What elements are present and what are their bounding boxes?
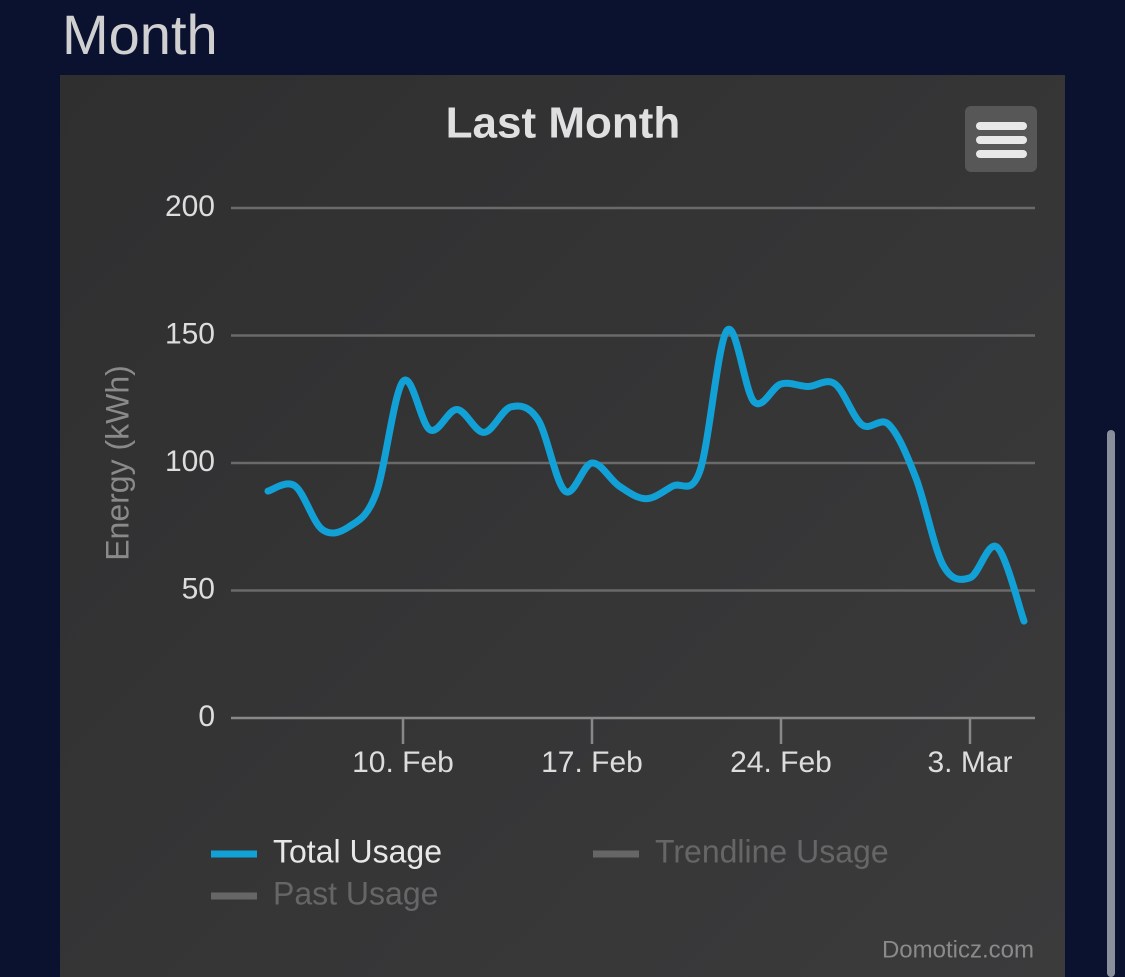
chart-title: Last Month — [446, 99, 681, 148]
scrollbar[interactable] — [1107, 430, 1115, 977]
line-series — [264, 325, 1028, 625]
menu-icon-bar — [976, 136, 1027, 144]
credit[interactable]: Domoticz.com — [882, 936, 1034, 963]
menu-icon-bar — [976, 150, 1027, 158]
x-tick-label: 3. Mar — [927, 746, 1012, 779]
x-tick-label: 24. Feb — [730, 746, 832, 779]
y-tick-label: 200 — [165, 190, 215, 223]
menu-button[interactable] — [965, 106, 1037, 172]
chart-panel — [60, 75, 1065, 977]
y-tick-label: 50 — [182, 572, 215, 605]
menu-icon-bar — [976, 122, 1027, 130]
legend-label[interactable]: Past Usage — [273, 875, 438, 911]
y-axis-title: Energy (kWh) — [99, 365, 135, 561]
legend-label[interactable]: Trendline Usage — [655, 833, 889, 869]
y-tick-label: 150 — [165, 317, 215, 350]
y-tick-label: 100 — [165, 445, 215, 478]
page-title: Month — [62, 3, 218, 66]
x-tick-label: 17. Feb — [541, 746, 643, 779]
x-tick-label: 10. Feb — [352, 746, 454, 779]
legend-label[interactable]: Total Usage — [273, 833, 442, 869]
y-tick-label: 0 — [198, 700, 215, 733]
